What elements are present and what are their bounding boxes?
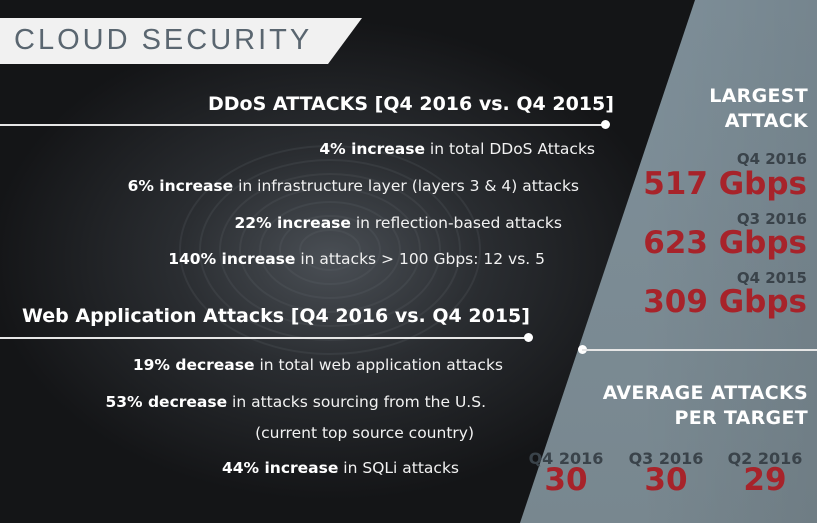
web-stat: 44% increase in SQLi attacks <box>221 459 459 477</box>
title-banner <box>0 18 362 64</box>
ddos-stat: 22% increase in reflection-based attacks <box>234 214 563 232</box>
largest-period-label: Q4 2016 <box>736 150 807 168</box>
web-attacks-heading: Web Application Attacks [Q4 2016 vs. Q4 … <box>22 305 530 327</box>
ddos-stat: 4% increase in total DDoS Attacks <box>319 140 595 158</box>
ddos-stat: 6% increase in infrastructure layer (lay… <box>127 177 579 195</box>
average-period-label: Q4 2016 <box>528 449 604 468</box>
average-attacks-heading: AVERAGE ATTACKS PER TARGET <box>602 382 808 429</box>
largest-value: 517 Gbps <box>643 166 807 202</box>
largest-attack-heading: LARGEST ATTACK <box>709 85 808 132</box>
average-value: 29 <box>743 462 787 498</box>
ddos-divider <box>0 124 606 126</box>
average-period-label: Q3 2016 <box>628 449 704 468</box>
largest-period-label: Q3 2016 <box>736 210 807 228</box>
average-value: 30 <box>644 462 688 498</box>
average-period-label: Q2 2016 <box>727 449 803 468</box>
page-title: CLOUD SECURITY <box>14 24 313 56</box>
web-attacks-divider <box>0 337 529 339</box>
panel-divider <box>582 349 817 351</box>
ddos-heading: DDoS ATTACKS [Q4 2016 vs. Q4 2015] <box>208 93 614 115</box>
web-stat-note: (current top source country) <box>255 424 474 442</box>
ddos-stat: 140% increase in attacks > 100 Gbps: 12 … <box>168 250 545 268</box>
largest-value: 309 Gbps <box>643 284 807 320</box>
largest-period-label: Q4 2015 <box>736 269 807 287</box>
ddos-divider-dot <box>601 120 610 129</box>
web-attacks-divider-dot <box>524 333 533 342</box>
web-stat: 53% decrease in attacks sourcing from th… <box>105 393 486 411</box>
web-stat: 19% decrease in total web application at… <box>132 356 503 374</box>
average-value: 30 <box>544 462 588 498</box>
largest-value: 623 Gbps <box>643 225 807 261</box>
